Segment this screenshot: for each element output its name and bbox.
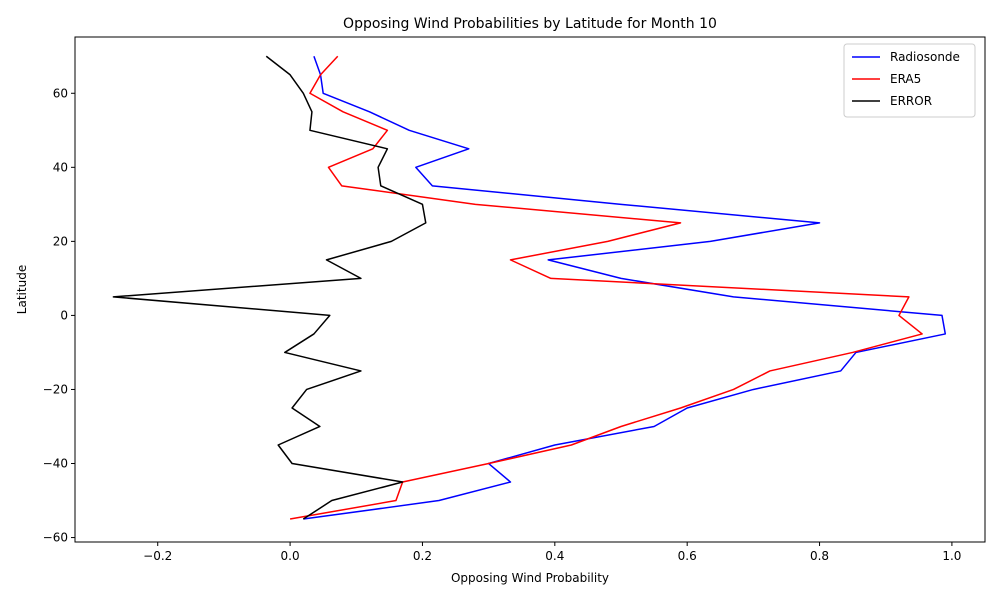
- legend-label-radiosonde: Radiosonde: [890, 50, 960, 64]
- y-tick-label: 60: [53, 86, 68, 100]
- y-tick-label: 0: [60, 308, 68, 322]
- y-tick-label: −20: [43, 382, 68, 396]
- series-line-era5: [289, 55, 923, 520]
- series-layer: [112, 55, 947, 520]
- x-tick-label: 0.8: [810, 549, 829, 563]
- x-tick-label: 0.2: [413, 549, 432, 563]
- x-tick-label: 0.0: [281, 549, 300, 563]
- chart-title: Opposing Wind Probabilities by Latitude …: [343, 16, 717, 32]
- x-axis-ticks: −0.2 0.0 0.2 0.4 0.6 0.8 1.0: [143, 542, 961, 563]
- y-tick-label: 20: [53, 234, 68, 248]
- y-axis-ticks: −60 −40 −20 0 20 40 60: [43, 86, 75, 545]
- y-axis-label: Latitude: [15, 265, 29, 314]
- series-line-error: [112, 55, 427, 520]
- x-tick-label: −0.2: [143, 549, 172, 563]
- legend-label-error: ERROR: [890, 94, 932, 108]
- legend-box: [843, 43, 976, 118]
- y-tick-label: 40: [53, 160, 68, 174]
- x-tick-label: 1.0: [942, 549, 961, 563]
- x-axis-label: Opposing Wind Probability: [451, 571, 609, 585]
- x-tick-label: 0.4: [545, 549, 564, 563]
- y-tick-label: −40: [43, 457, 68, 471]
- series-line-radiosonde: [303, 55, 947, 520]
- x-tick-label: 0.6: [678, 549, 697, 563]
- plot-frame: [74, 36, 986, 543]
- y-tick-label: −60: [43, 531, 68, 545]
- legend: Radiosonde ERA5 ERROR: [843, 43, 976, 118]
- legend-label-era5: ERA5: [890, 72, 921, 86]
